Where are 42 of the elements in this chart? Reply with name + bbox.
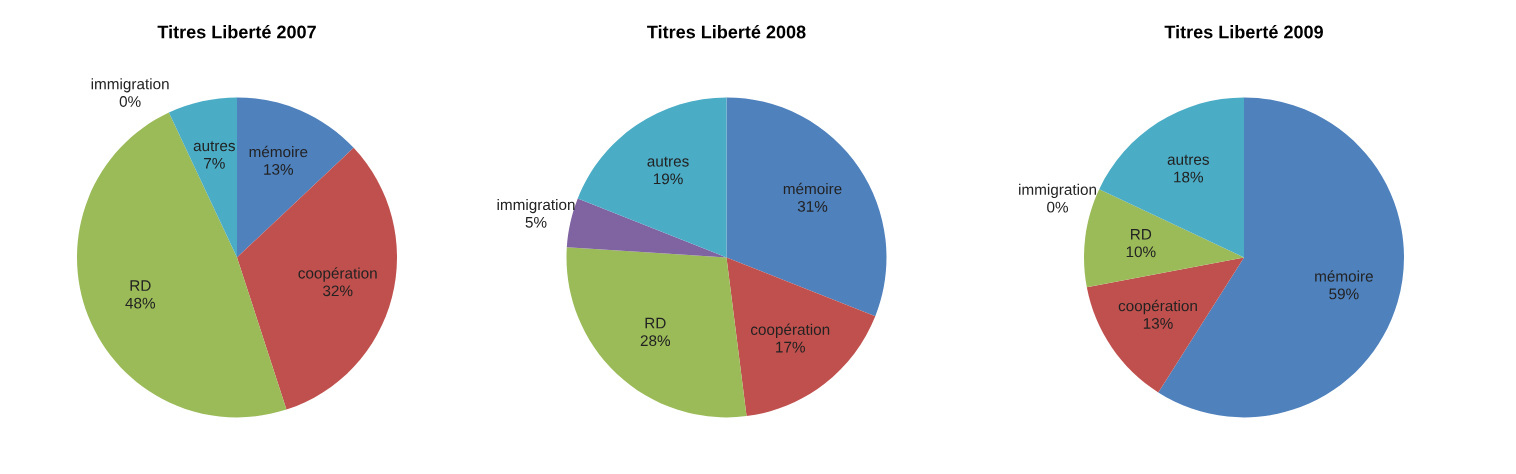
slice-label: mémoire — [783, 182, 842, 195]
slice-label: autres — [193, 141, 235, 152]
text: 0% — [1047, 201, 1069, 213]
data-label: 48% — [125, 297, 156, 309]
data-label: 31% — [797, 200, 828, 212]
slice-label: mémoire — [1315, 270, 1373, 282]
data-label: 13% — [1143, 318, 1173, 329]
pie-slice — [577, 97, 727, 258]
pie-slice — [1099, 97, 1244, 258]
data-label: 13% — [264, 164, 294, 175]
slice-label: RD — [130, 280, 151, 291]
chart-title: Titres Liberté 2008 — [647, 24, 806, 39]
data-label: 18% — [1174, 171, 1204, 183]
data-label: 59% — [1329, 288, 1359, 300]
slice-label: RD — [645, 317, 666, 329]
data-label: 19% — [653, 173, 683, 185]
slice-label: coopération — [1118, 299, 1197, 315]
category-label: immigration — [91, 78, 169, 93]
slice-label: RD — [1131, 229, 1152, 240]
slice-label: immigration — [497, 198, 575, 214]
slice-label: coopération — [750, 323, 830, 338]
pie-slice — [726, 257, 876, 417]
pie-slice — [566, 247, 747, 418]
data-label: 5% — [525, 216, 547, 228]
slice-label: autres — [1167, 154, 1209, 165]
text: 0% — [119, 96, 141, 107]
chart-title: Titres Liberté 2009 — [1164, 24, 1323, 39]
slice-label: coopération — [298, 267, 377, 282]
data-label: 28% — [640, 335, 671, 347]
slice-label: mémoire — [249, 145, 308, 158]
pie-slice — [168, 97, 237, 258]
pie-slice — [237, 147, 397, 410]
data-label: 10% — [1126, 246, 1156, 258]
data-label: 17% — [776, 341, 805, 353]
data-label: 7% — [204, 158, 225, 169]
pie-slice — [237, 97, 354, 258]
category-label: immigration — [1019, 183, 1097, 198]
slice-label: autres — [647, 156, 689, 167]
pie-slice — [726, 97, 887, 317]
chart-title: Titres Liberté 2007 — [157, 24, 316, 39]
data-label: 32% — [323, 285, 353, 297]
pie-slice — [1086, 257, 1244, 393]
